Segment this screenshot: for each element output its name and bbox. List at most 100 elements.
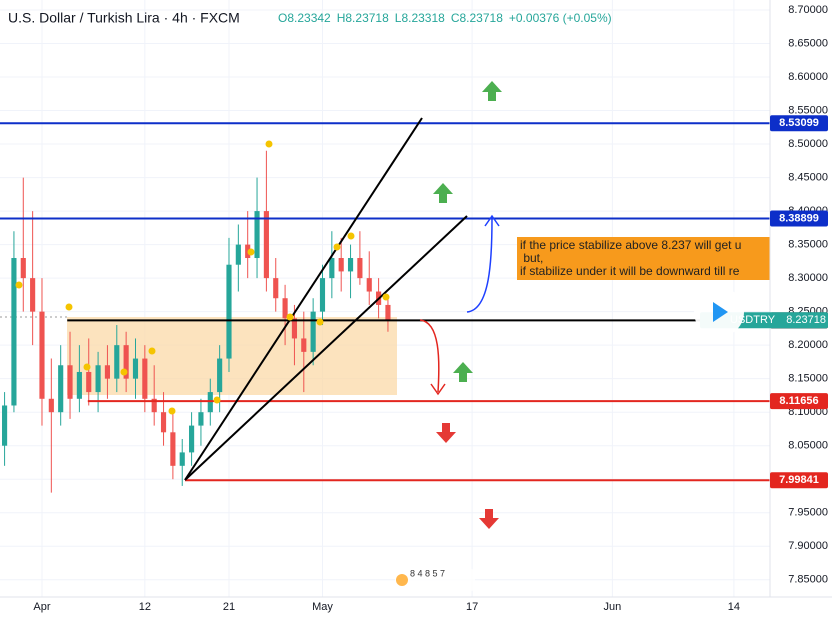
level-label: 8.38899: [779, 212, 819, 224]
annotation-line: if the price stabilize above 8.237 will …: [520, 238, 741, 252]
x-tick-label: Jun: [603, 601, 621, 613]
y-tick-label: 8.50000: [788, 138, 828, 150]
x-tick-label: 14: [728, 601, 740, 613]
candle-body: [123, 345, 129, 379]
y-tick-label: 7.90000: [788, 540, 828, 552]
down-arrow: [479, 509, 499, 529]
up-arrow: [433, 183, 453, 203]
candle-body: [160, 412, 167, 433]
candle-body: [282, 298, 288, 319]
y-tick-label: 7.95000: [788, 507, 828, 519]
candle-body: [114, 345, 120, 379]
candle-body: [20, 258, 26, 279]
candle-body: [86, 371, 92, 393]
level-label-box: [770, 115, 828, 132]
level-label-box: [770, 472, 828, 489]
ohlc: O8.23342 H8.23718 L8.23318 C8.23718 +0.00376…: [278, 11, 612, 25]
y-tick-label: 8.65000: [788, 37, 828, 49]
candle-body: [104, 365, 111, 379]
candle-body: [2, 405, 8, 446]
level-label: 8.53099: [779, 117, 819, 129]
badge-icon: [396, 574, 408, 586]
arrow-head: [430, 383, 446, 396]
candle-body: [385, 304, 391, 321]
candle-body: [142, 358, 148, 399]
annotation-line: if stabilize under it will be downward t…: [520, 264, 740, 278]
candle-body: [347, 258, 354, 272]
curve-arrow: [419, 319, 440, 393]
curve-arrow: [466, 217, 493, 313]
candle-body: [329, 258, 335, 279]
y-tick-label: 8.20000: [788, 339, 828, 351]
y-tick-label: 8.60000: [788, 71, 828, 83]
play-icon[interactable]: [713, 302, 728, 322]
down-arrow: [436, 423, 456, 443]
candle-body: [301, 338, 307, 352]
candle-body: [273, 278, 279, 299]
candle-body: [319, 278, 326, 312]
trend-line: [184, 215, 468, 481]
candle-body: [310, 311, 316, 352]
x-tick-label: 21: [223, 601, 235, 613]
x-tick-label: Apr: [33, 601, 50, 613]
badge: [395, 569, 475, 591]
arrows: [419, 81, 502, 529]
candle-body: [48, 398, 54, 413]
candle-body: [179, 452, 185, 466]
candle-body: [366, 278, 372, 292]
y-tick-label: 8.10000: [788, 406, 828, 418]
candle-body: [170, 432, 176, 466]
annotation-box: [517, 237, 770, 280]
y-tick-label: 8.70000: [788, 4, 828, 16]
candle-body: [151, 398, 157, 413]
y-tick-label: 8.30000: [788, 272, 828, 284]
y-tick-label: 7.85000: [788, 574, 828, 586]
candle-body: [254, 211, 260, 259]
up-arrow: [453, 362, 473, 382]
annotation-line: but,: [520, 251, 543, 265]
level-label-box: [770, 393, 828, 410]
candle-body: [217, 358, 223, 393]
price-axis: [770, 0, 832, 622]
y-tick-label: 8.45000: [788, 171, 828, 183]
candle-body: [263, 211, 269, 279]
level-label: 8.11656: [779, 395, 818, 407]
x-tick-label: 17: [466, 601, 478, 613]
candle-body: [11, 258, 17, 406]
y-tick-label: 8.15000: [788, 373, 828, 385]
level-label: 7.99841: [779, 474, 819, 486]
up-arrow: [482, 81, 502, 101]
ohlc-value: H8.23718: [337, 11, 389, 25]
candle-body: [30, 278, 36, 312]
x-tick-label: May: [312, 601, 333, 613]
x-tick-label: 12: [139, 601, 151, 613]
y-tick-label: 8.35000: [788, 239, 828, 251]
time-axis: [0, 597, 770, 622]
candle-body: [39, 311, 45, 399]
candle-body: [189, 425, 195, 453]
badge-text: 8 4 8 5 7: [410, 568, 445, 578]
candle-body: [76, 371, 82, 399]
pattern-points: [15, 140, 390, 415]
candle-body: [58, 365, 64, 413]
range-zone: [67, 317, 397, 395]
candle-body: [291, 318, 298, 339]
candle-body: [235, 244, 241, 265]
candle-body: [226, 264, 232, 359]
arrow-head: [484, 214, 500, 227]
candles: [2, 150, 391, 493]
levels: [0, 122, 770, 482]
last-price-value: 8.23718: [786, 314, 826, 326]
y-tick-label: 8.05000: [788, 440, 828, 452]
candle-body: [132, 358, 139, 379]
y-tick-label: 8.55000: [788, 104, 828, 116]
candle-body: [357, 258, 363, 279]
ohlc-value: C8.23718: [451, 11, 503, 25]
ohlc-value: O8.23342: [278, 11, 331, 25]
trend-line: [184, 117, 423, 481]
candle-body: [67, 365, 73, 399]
